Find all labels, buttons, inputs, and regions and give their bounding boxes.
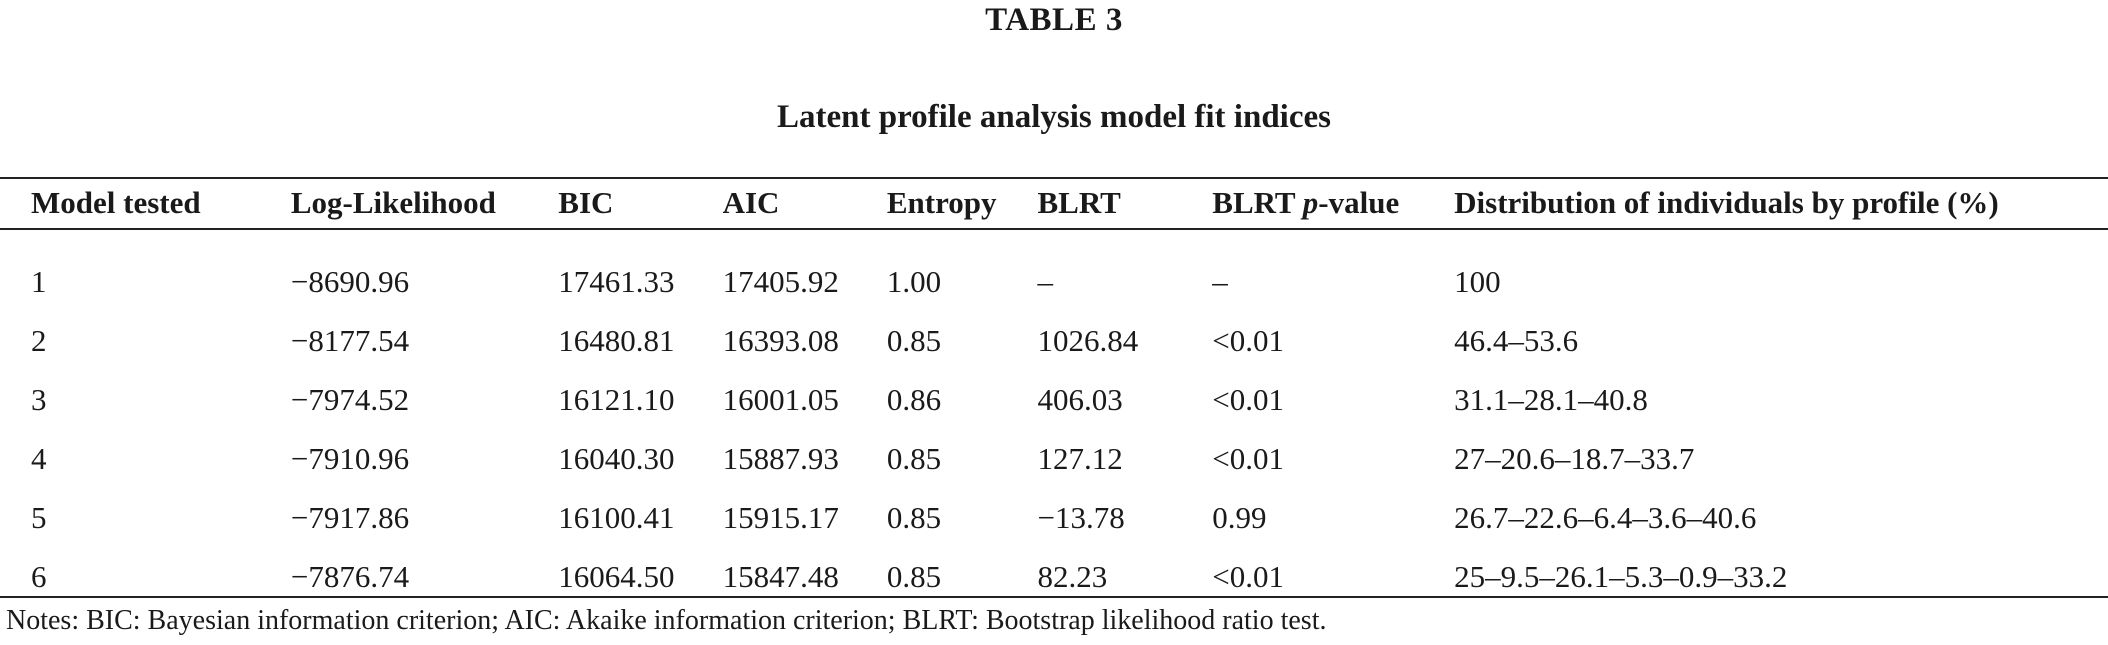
cell: 16001.05 [722,381,839,417]
cell: 2 [31,322,47,358]
col-header-aic: AIC [722,185,780,220]
table-row: 4 −7910.96 16040.30 15887.93 0.85 127.12… [0,429,2108,488]
table-caption: Latent profile analysis model fit indice… [777,99,1331,135]
blrt-p-prefix: BLRT [1212,185,1303,220]
cell: 0.99 [1212,499,1267,535]
cell: <0.01 [1212,440,1284,476]
cell: 15847.48 [722,558,839,594]
cell: 16480.81 [558,322,675,358]
cell: 15887.93 [722,440,839,476]
cell: −7974.52 [290,381,410,417]
table-row: 5 −7917.86 16100.41 15915.17 0.85 −13.78… [0,488,2108,547]
table-row: 1 −8690.96 17461.33 17405.92 1.00 – – 10… [0,228,2108,311]
table-row: 2 −8177.54 16480.81 16393.08 0.85 1026.8… [0,311,2108,370]
cell: 1 [31,263,47,299]
cell: 3 [31,381,47,417]
cell: <0.01 [1212,381,1284,417]
cell: 16121.10 [558,381,675,417]
cell: 1.00 [886,263,942,299]
cell: −7876.74 [290,558,410,594]
col-header-bic: BIC [558,185,614,220]
cell: 16393.08 [722,322,839,358]
cell: 406.03 [1037,381,1123,417]
cell: 17461.33 [558,263,675,299]
cell: 27–20.6–18.7–33.7 [1454,440,1695,476]
cell: 5 [31,499,47,535]
cell: <0.01 [1212,322,1284,358]
cell: <0.01 [1212,558,1284,594]
cell: 6 [31,558,47,594]
cell: 16040.30 [558,440,675,476]
cell: – [1212,263,1228,299]
cell: 16100.41 [558,499,675,535]
cell: 15915.17 [722,499,839,535]
col-header-blrt-pvalue: BLRT p-value [1212,178,1454,228]
bottom-rule [0,596,2108,598]
blrt-p-suffix: -value [1318,185,1400,220]
top-rule [0,177,2108,179]
cell: 0.85 [886,440,942,476]
p-italic: p [1302,185,1319,220]
cell: 16064.50 [558,558,675,594]
col-header-loglikelihood: Log-Likelihood [290,185,496,220]
cell: – [1037,263,1053,299]
cell: 0.85 [886,322,942,358]
col-header-model: Model tested [31,185,201,220]
cell: 31.1–28.1–40.8 [1454,381,1648,417]
cell: 0.86 [886,381,942,417]
col-header-distribution: Distribution of individuals by profile (… [1454,185,1999,220]
cell: 46.4–53.6 [1454,322,1579,358]
cell: 82.23 [1037,558,1108,594]
header-rule [0,228,2108,230]
fit-indices-table: Model tested Log-Likelihood BIC AIC Entr… [0,178,2108,606]
table-row: 3 −7974.52 16121.10 16001.05 0.86 406.03… [0,370,2108,429]
cell: 0.85 [886,499,942,535]
cell: 26.7–22.6–6.4–3.6–40.6 [1454,499,1757,535]
cell: −8690.96 [290,263,410,299]
cell: −7917.86 [290,499,410,535]
cell: 100 [1454,263,1501,299]
cell: −7910.96 [290,440,410,476]
cell: 127.12 [1037,440,1123,476]
cell: −8177.54 [290,322,410,358]
cell: 1026.84 [1037,322,1139,358]
table-label: TABLE 3 [985,2,1123,38]
col-header-blrt: BLRT [1037,185,1121,220]
cell: 25–9.5–26.1–5.3–0.9–33.2 [1454,558,1788,594]
table-notes: Notes: BIC: Bayesian information criteri… [6,605,1327,636]
table-row: 6 −7876.74 16064.50 15847.48 0.85 82.23 … [0,547,2108,606]
cell: 0.85 [886,558,942,594]
col-header-entropy: Entropy [886,185,997,220]
header-row: Model tested Log-Likelihood BIC AIC Entr… [0,178,2108,228]
cell: 4 [31,440,47,476]
cell: −13.78 [1037,499,1125,535]
cell: 17405.92 [722,263,839,299]
